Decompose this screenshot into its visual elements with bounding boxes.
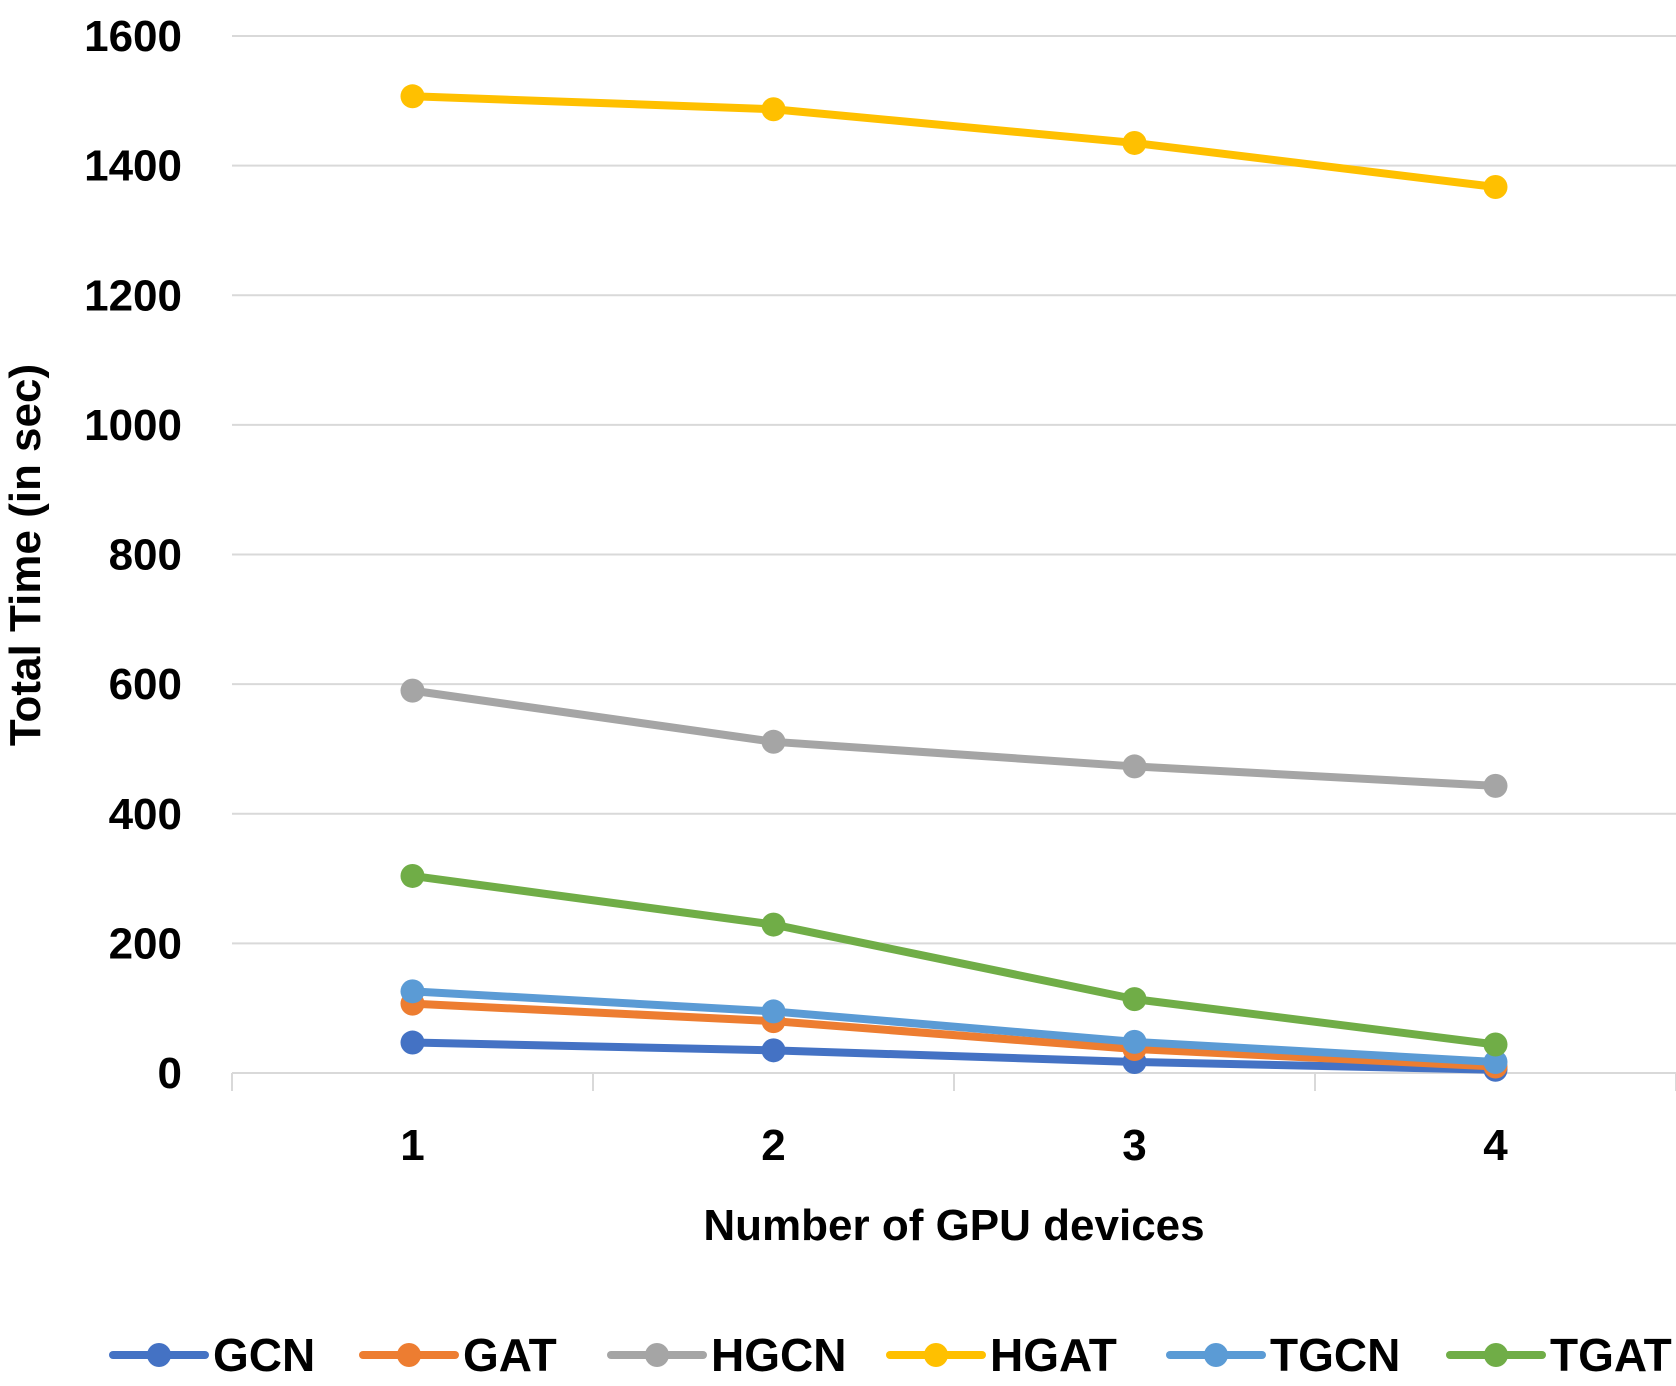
legend-item-gat: GAT (359, 1329, 557, 1381)
series-line-hgcn (408, 686, 1500, 790)
legend-item-hgat: HGAT (886, 1329, 1117, 1381)
y-tick-label: 1400 (84, 142, 182, 191)
legend-swatch-marker (397, 1343, 421, 1367)
legend-item-tgat: TGAT (1446, 1329, 1672, 1381)
y-axis-tick-labels: 0 200 400 600 800 1000 1200 1400 1600 (84, 12, 182, 1098)
y-tick-label: 200 (109, 919, 182, 968)
y-tick-label: 0 (158, 1049, 182, 1098)
legend-label: TGCN (1270, 1329, 1400, 1381)
data-point-tgcn (761, 999, 786, 1024)
data-point-hgat (1483, 175, 1508, 200)
legend-label: GAT (463, 1329, 557, 1381)
data-point-tgcn (1483, 1049, 1508, 1074)
x-axis (231, 1072, 1676, 1091)
y-axis-title: Total Time (in sec) (1, 364, 50, 746)
legend-swatch-marker (924, 1343, 948, 1367)
series-hgcn (400, 678, 1508, 798)
x-tick-label: 3 (1122, 1121, 1146, 1170)
legend-item-gcn: GCN (109, 1329, 315, 1381)
legend-swatch-marker (147, 1343, 171, 1367)
x-tick-label: 1 (400, 1121, 424, 1170)
data-point-tgat (761, 912, 786, 937)
data-point-gcn (400, 1030, 425, 1055)
legend-swatch-marker (1204, 1343, 1228, 1367)
data-point-hgcn (400, 678, 425, 703)
data-point-hgcn (761, 729, 786, 754)
legend-item-hgcn: HGCN (607, 1329, 846, 1381)
data-point-tgcn (400, 979, 425, 1004)
series-line-tgat (408, 871, 1500, 1049)
legend-label: HGCN (711, 1329, 846, 1381)
x-axis-tick-labels: 1 2 3 4 (400, 1121, 1508, 1170)
y-tick-label: 400 (109, 790, 182, 839)
legend-label: HGAT (990, 1329, 1117, 1381)
data-point-tgat (400, 863, 425, 888)
series-line-hgat (408, 92, 1500, 192)
legend-label: GCN (213, 1329, 315, 1381)
series-line-tgcn (408, 987, 1500, 1066)
x-tick-label: 4 (1483, 1121, 1508, 1170)
x-axis-title: Number of GPU devices (703, 1201, 1204, 1250)
series-tgcn (400, 979, 1508, 1074)
legend-swatch-marker (1484, 1343, 1508, 1367)
y-tick-label: 600 (109, 660, 182, 709)
y-tick-label: 1000 (84, 401, 182, 450)
series-group (400, 84, 1508, 1082)
y-tick-label: 1200 (84, 271, 182, 320)
legend-label: TGAT (1550, 1329, 1672, 1381)
data-point-hgcn (1483, 773, 1508, 798)
x-tick-label: 2 (761, 1121, 785, 1170)
data-point-hgat (400, 84, 425, 109)
data-point-hgcn (1122, 754, 1147, 779)
series-tgat (400, 863, 1508, 1057)
series-gat (400, 991, 1508, 1079)
legend-swatch-marker (645, 1343, 669, 1367)
y-tick-label: 1600 (84, 12, 182, 61)
data-point-gcn (761, 1038, 786, 1063)
series-line-gcn (408, 1038, 1500, 1074)
series-line-gat (408, 999, 1500, 1071)
data-point-tgat (1122, 987, 1147, 1012)
gridlines (232, 35, 1676, 945)
series-hgat (400, 84, 1508, 200)
legend-item-tgcn: TGCN (1166, 1329, 1400, 1381)
data-point-tgcn (1122, 1029, 1147, 1054)
legend: GCN GAT HGCN HGAT TGCN TGAT (109, 1329, 1672, 1381)
data-point-hgat (1122, 130, 1147, 155)
data-point-tgat (1483, 1032, 1508, 1057)
y-tick-label: 800 (109, 531, 182, 580)
data-point-hgat (761, 97, 786, 122)
